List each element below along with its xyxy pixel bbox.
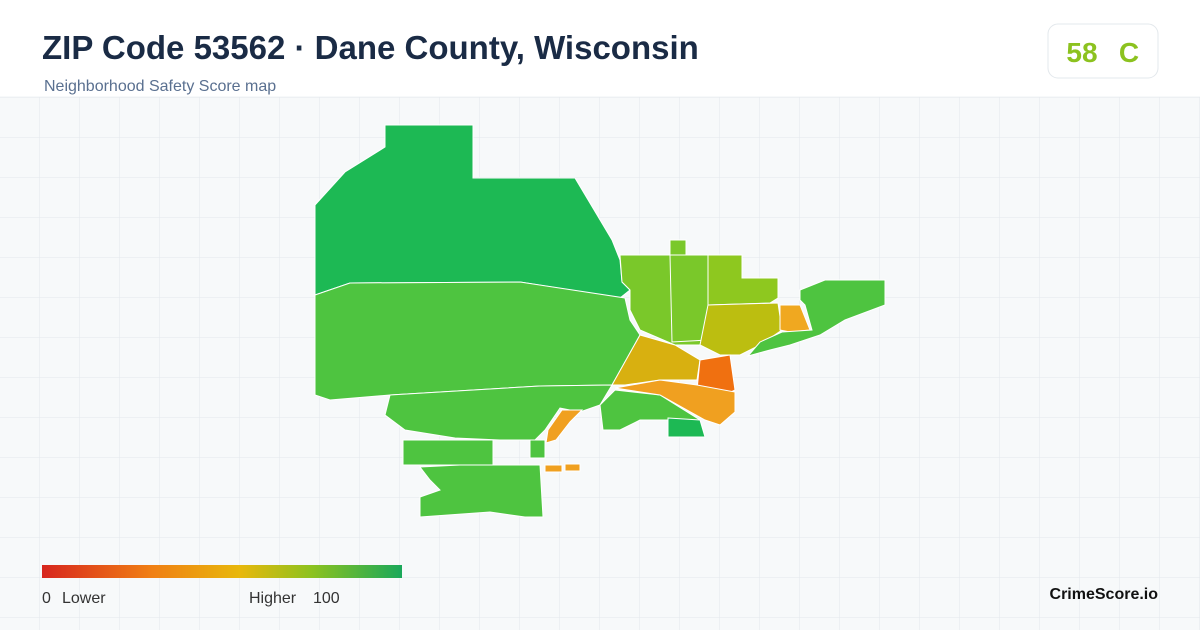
legend-min: 0 xyxy=(42,590,51,607)
legend-max: 100 xyxy=(313,590,340,607)
score-grade: C xyxy=(1119,37,1139,68)
header-bg xyxy=(0,0,1200,96)
legend-min-label: Lower xyxy=(62,590,106,607)
map xyxy=(314,124,886,518)
score-value: 58 xyxy=(1066,37,1097,68)
brand: CrimeScore.io xyxy=(1050,586,1159,603)
subtitle: Neighborhood Safety Score map xyxy=(44,78,276,95)
title: ZIP Code 53562 · Dane County, Wisconsin xyxy=(42,29,699,66)
legend-max-label: Higher xyxy=(249,590,297,607)
legend-bar xyxy=(42,565,402,578)
score-badge xyxy=(1047,23,1159,79)
